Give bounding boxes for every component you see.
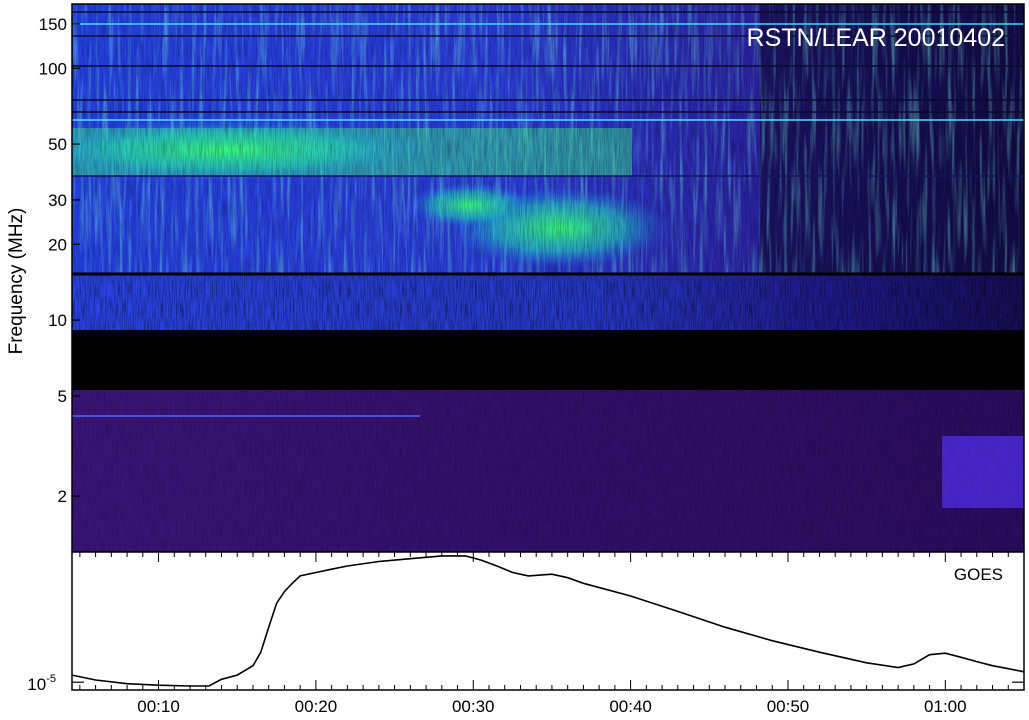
spectrogram-y-axis-title: Frequency (MHz)	[6, 208, 27, 355]
goes-x-axis: 00:10 00:20 00:30 00:40 00:50 01:00	[79, 552, 1025, 716]
spectrogram-y-tick-label: 30	[48, 191, 67, 210]
goes-y-tick-exponent: -5	[46, 673, 56, 685]
goes-label: GOES	[954, 565, 1003, 584]
spectrogram-speckle-high	[72, 4, 1024, 274]
goes-x-tick-label: 00:10	[137, 697, 180, 716]
spectrogram-y-tick-label: 100	[39, 59, 67, 78]
spectrogram-speckle-low	[72, 390, 1024, 552]
spectrogram-y-tick-label: 20	[48, 235, 67, 254]
goes-plot-frame	[71, 551, 1025, 691]
spectrogram-title: RSTN/LEAR 20010402	[747, 24, 1005, 52]
spectrogram-speckle-mid	[72, 274, 1024, 330]
goes-x-tick-label: 00:40	[609, 697, 652, 716]
spectrogram-y-tick-label: 2	[58, 487, 67, 506]
goes-y-axis: 10-5	[27, 673, 1024, 694]
goes-x-tick-label: 00:20	[295, 697, 338, 716]
spectrogram-data-gap	[72, 330, 1024, 390]
goes-x-tick-label: 01:00	[924, 697, 967, 716]
spectrogram-interference-lines	[72, 11, 1024, 417]
spectrogram-calibration-block	[942, 436, 1024, 508]
goes-y-tick-base: 10	[27, 675, 46, 694]
goes-x-tick-label: 00:30	[452, 697, 495, 716]
goes-y-tick-label: 10-5	[27, 673, 56, 694]
spectrogram-y-tick-label: 10	[48, 311, 67, 330]
goes-x-tick-label: 00:50	[767, 697, 810, 716]
spectrogram-y-tick-label: 5	[58, 387, 67, 406]
spectrogram-panel	[72, 4, 1024, 552]
spectrogram-y-axis: 150 100 50 30 20 10 5 2	[39, 15, 80, 506]
spectrogram-y-tick-label: 50	[48, 135, 67, 154]
spectrogram-y-tick-label: 150	[39, 15, 67, 34]
